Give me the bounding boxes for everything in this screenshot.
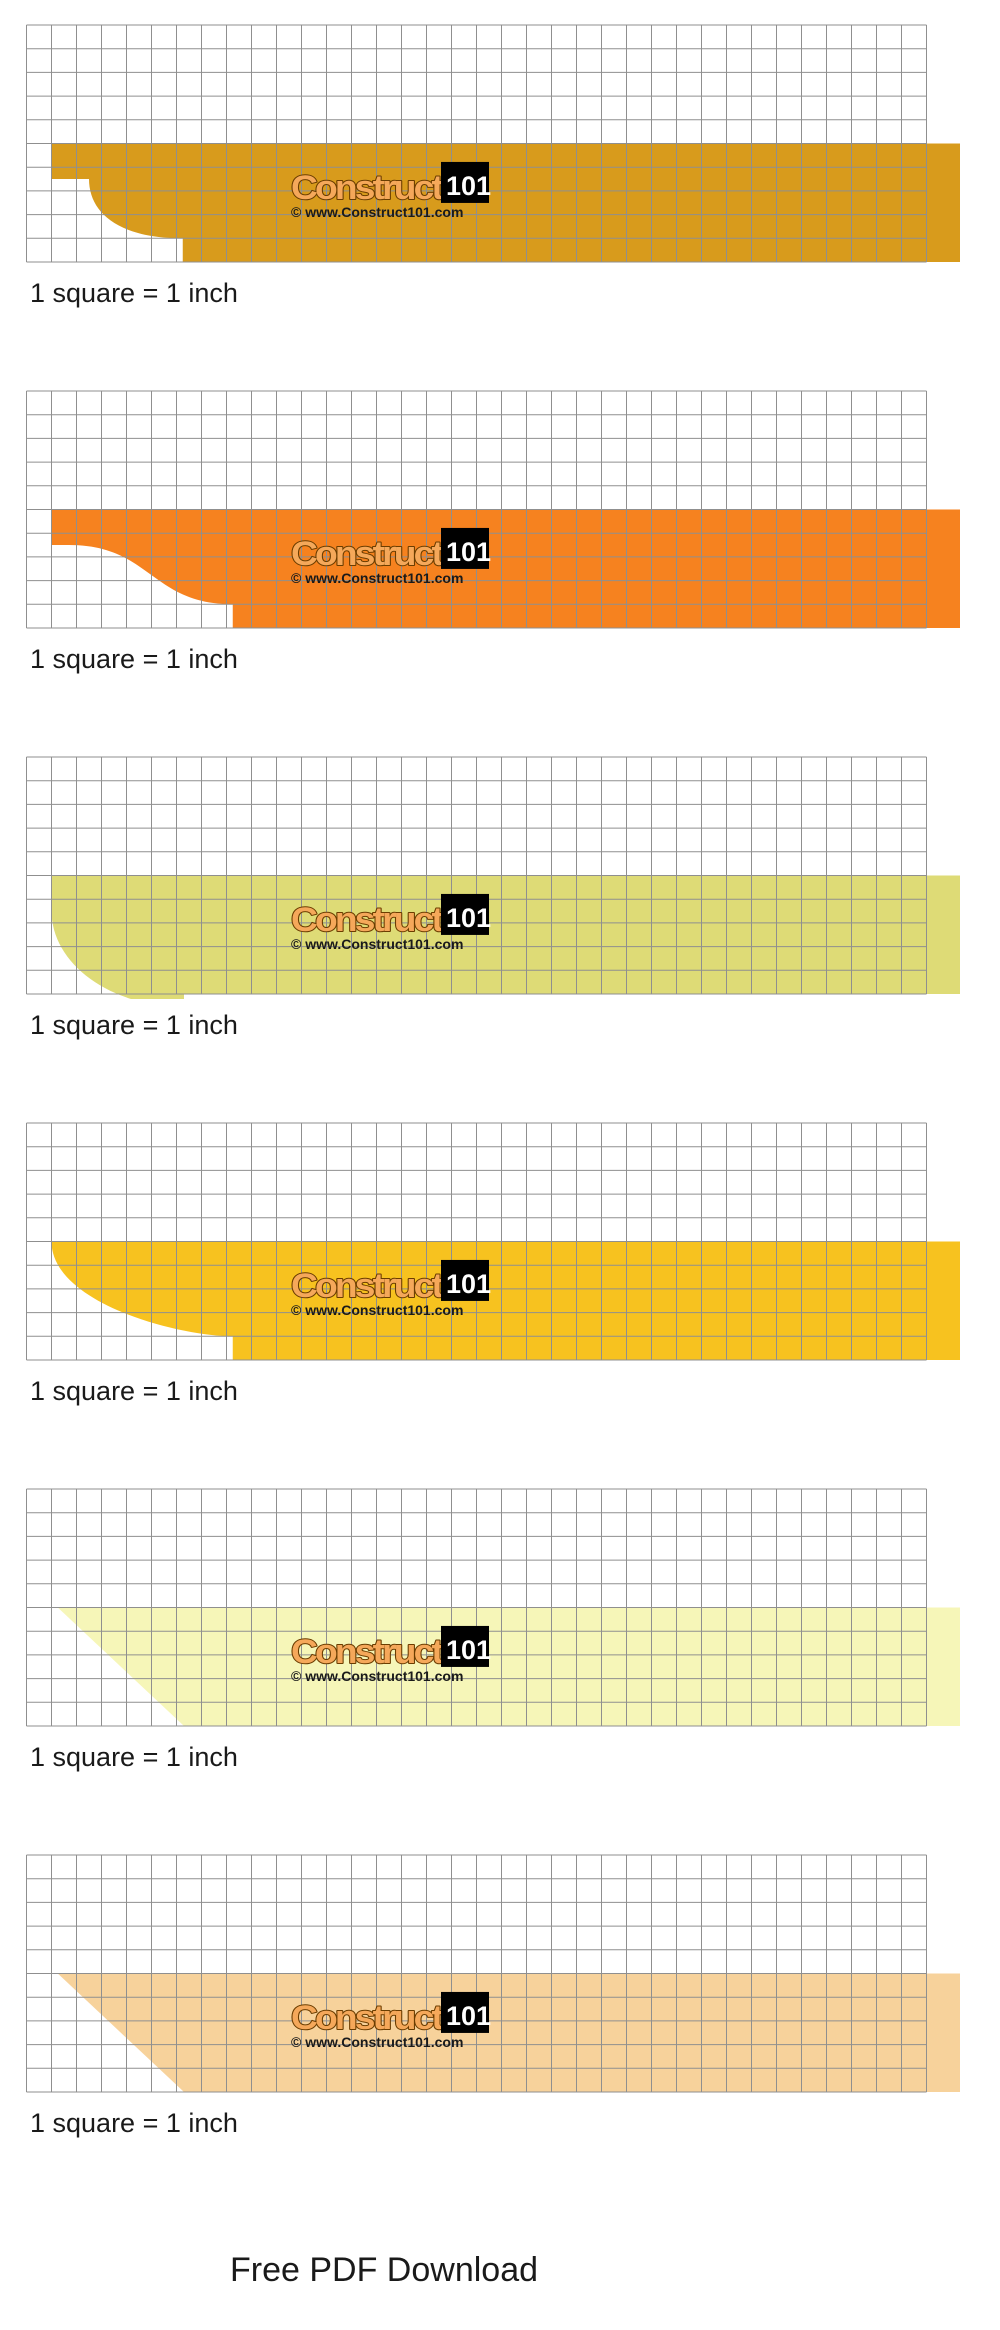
svg-text:Construct: Construct <box>291 1633 443 1671</box>
svg-text:101: 101 <box>446 2001 491 2031</box>
svg-text:© www.Construct101.com: © www.Construct101.com <box>291 1302 463 1318</box>
svg-text:© www.Construct101.com: © www.Construct101.com <box>291 2034 463 2050</box>
svg-text:© www.Construct101.com: © www.Construct101.com <box>291 570 463 586</box>
svg-text:© www.Construct101.com: © www.Construct101.com <box>291 936 463 952</box>
svg-text:Construct: Construct <box>291 1999 443 2037</box>
svg-text:Construct: Construct <box>291 169 443 207</box>
svg-text:© www.Construct101.com: © www.Construct101.com <box>291 204 463 220</box>
svg-text:Construct: Construct <box>291 901 443 939</box>
svg-text:© www.Construct101.com: © www.Construct101.com <box>291 1668 463 1684</box>
svg-text:101: 101 <box>446 1635 491 1665</box>
svg-text:101: 101 <box>446 903 491 933</box>
svg-text:101: 101 <box>446 537 491 567</box>
svg-text:Construct: Construct <box>291 535 443 573</box>
svg-text:101: 101 <box>446 171 491 201</box>
svg-text:Construct: Construct <box>291 1267 443 1305</box>
svg-text:101: 101 <box>446 1269 491 1299</box>
